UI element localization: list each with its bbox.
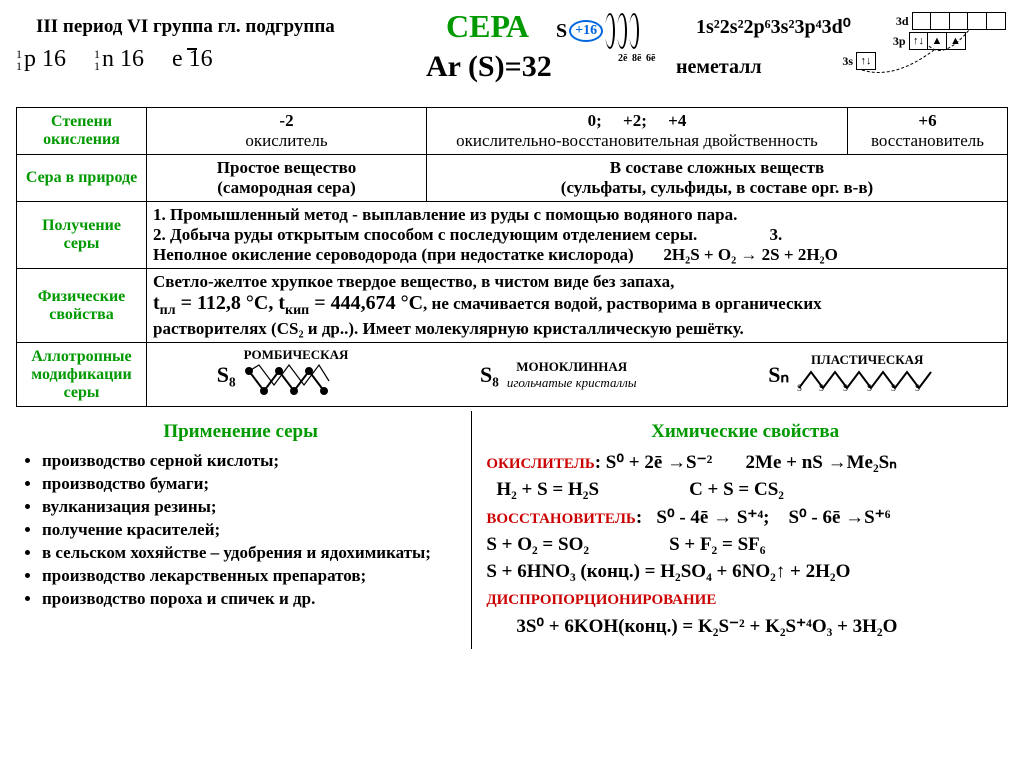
- row-allotrope-label: Аллотропные модификации серы: [23, 348, 140, 402]
- list-item: производство лекарственных препаратов;: [42, 566, 461, 586]
- properties-table: Степени окисления -2 окислитель 0; +2; +…: [16, 107, 1008, 407]
- row-obtain-label: Получение серы: [23, 217, 140, 253]
- svg-text:S: S: [819, 383, 824, 392]
- proton-count: p 16: [24, 46, 66, 73]
- svg-text:S: S: [891, 383, 896, 392]
- svg-text:S: S: [843, 383, 848, 392]
- uses-section: Применение серы производство серной кисл…: [16, 411, 472, 649]
- list-item: в сельском хохяйстве – удобрения и ядохи…: [42, 543, 461, 563]
- nucleus-charge: +16: [569, 20, 603, 42]
- electron-count: e 16: [172, 46, 213, 73]
- list-item: производство пороха и спичек и др.: [42, 589, 461, 609]
- uses-list: производство серной кислоты; производств…: [42, 451, 461, 609]
- rhombic-icon: [244, 363, 334, 397]
- svg-text:S: S: [797, 383, 802, 392]
- electron-config: 1s²2s²2p⁶3s²3p⁴3d⁰: [696, 14, 851, 39]
- row-oxidation-label: Степени окисления: [23, 113, 140, 149]
- element-title: СЕРА: [446, 8, 529, 45]
- row-nature-label: Сера в природе: [23, 169, 140, 187]
- list-item: получение красителей;: [42, 520, 461, 540]
- svg-text:S: S: [867, 383, 872, 392]
- classification: неметалл: [676, 56, 762, 79]
- atom-model: S +16 2ē 8ē 6ē: [556, 13, 639, 49]
- svg-text:S: S: [915, 383, 920, 392]
- chemistry-title: Химические свойства: [486, 421, 1004, 443]
- list-item: производство серной кислоты;: [42, 451, 461, 471]
- orbital-diagram: 3d 3p ↑↓▲▲ 3s ↑↓: [834, 12, 1004, 70]
- list-item: производство бумаги;: [42, 474, 461, 494]
- chemistry-section: Химические свойства ОКИСЛИТЕЛЬ: S⁰ + 2ē …: [472, 411, 1008, 649]
- pne-counts: 11p 16 11n 16 e 16: [16, 46, 213, 73]
- page-header: СЕРА III период VI группа гл. подгруппа …: [16, 8, 1008, 103]
- allotrope-row: S₈ РОМБИЧЕСКАЯ S₈: [147, 343, 1007, 406]
- uses-title: Применение серы: [20, 421, 461, 443]
- neutron-count: n 16: [102, 46, 144, 73]
- plastic-icon: S S S S S S: [797, 368, 937, 392]
- atomic-mass: Ar (S)=32: [426, 50, 552, 84]
- period-group: III период VI группа гл. подгруппа: [36, 16, 335, 38]
- list-item: вулканизация резины;: [42, 497, 461, 517]
- atom-symbol: S: [556, 20, 567, 43]
- row-physical-label: Физические свойства: [23, 288, 140, 324]
- bottom-columns: Применение серы производство серной кисл…: [16, 411, 1008, 649]
